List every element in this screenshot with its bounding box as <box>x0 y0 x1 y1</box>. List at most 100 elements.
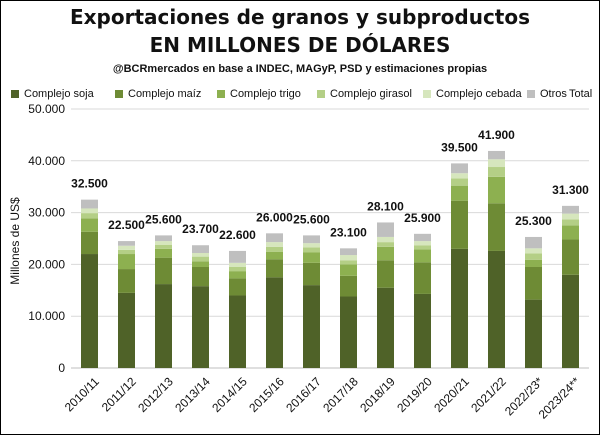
legend-item-trigo: Complejo trigo <box>217 88 301 100</box>
legend-swatch <box>423 90 431 98</box>
bar-segment <box>525 259 542 267</box>
bar-segment <box>377 260 394 288</box>
bar-segment <box>377 236 394 243</box>
bar-segment <box>377 246 394 261</box>
y-tick-label: 0 <box>58 361 65 375</box>
bar-segment <box>81 218 98 232</box>
bar-segment <box>488 159 505 168</box>
bar-segment <box>525 266 542 300</box>
bar-segment <box>192 261 209 267</box>
bar-segment <box>562 239 579 275</box>
legend-label: Complejo cebada <box>436 88 522 100</box>
x-tick-label: 2016/17 <box>283 374 324 415</box>
total-data-label: 39.500 <box>441 140 478 154</box>
bar-segment <box>192 253 209 257</box>
total-data-label: 25.600 <box>293 212 330 226</box>
chart-subtitle: @BCRmercados en base a INDEC, MAGyP, PSD… <box>112 63 488 75</box>
bar-segment <box>451 185 468 201</box>
bar-segment <box>340 264 357 276</box>
bar-segment <box>81 213 98 219</box>
legend-label: Complejo maíz <box>128 88 202 100</box>
bar-segment <box>525 236 542 249</box>
bar-segment <box>451 248 468 368</box>
legend-item-cebada: Complejo cebada <box>423 88 522 100</box>
bar-segment <box>266 277 283 368</box>
bar-segment <box>155 284 172 368</box>
legend-swatch <box>527 90 535 98</box>
legend-item-girasol: Complejo girasol <box>317 88 412 100</box>
legend-label: Total <box>569 88 593 100</box>
legend-swatch <box>317 90 325 98</box>
bar-segment <box>81 199 98 209</box>
bar-segment <box>118 249 135 255</box>
bar-segment <box>229 278 246 296</box>
bar-segment <box>303 243 320 248</box>
bar-segment <box>340 296 357 368</box>
chart-title-line2: EN MILLONES DE DÓLARES <box>149 33 451 57</box>
total-data-label: 28.100 <box>367 199 404 213</box>
total-data-label: 32.500 <box>71 177 108 191</box>
bar-segment <box>81 231 98 255</box>
bar-segment <box>414 233 431 242</box>
bar-segment <box>562 213 579 220</box>
chart-title: Exportaciones de granos y subproductos <box>69 5 531 29</box>
bar-segment <box>377 287 394 368</box>
bar-segment <box>118 245 135 250</box>
bar-segment <box>303 285 320 368</box>
x-tick-label: 2013/14 <box>172 374 213 415</box>
chart-legend: Complejo soja Complejo maíz Complejo tri… <box>11 88 599 102</box>
y-tick-label: 20.000 <box>28 257 65 271</box>
bar-segment <box>340 255 357 261</box>
bar-segment <box>488 203 505 251</box>
bar-segment <box>303 252 320 263</box>
total-data-label: 25.600 <box>145 212 182 226</box>
legend-label: Otros <box>540 88 567 100</box>
bar-segment <box>303 247 320 253</box>
bar-segment <box>340 275 357 297</box>
legend-label: Complejo soja <box>24 88 94 100</box>
bar-segment <box>414 262 431 294</box>
bar-segment <box>229 271 246 279</box>
total-data-label: 23.100 <box>330 225 367 239</box>
bar-segment <box>192 266 209 287</box>
x-tick-label: 2012/13 <box>135 374 176 415</box>
bar-segment <box>488 176 505 204</box>
x-tick-label: 2017/18 <box>320 374 361 415</box>
bar-segment <box>377 222 394 237</box>
bar-segment <box>229 295 246 368</box>
x-tick-label: 2015/16 <box>246 374 287 415</box>
bar-segment <box>414 249 431 263</box>
total-data-label: 41.900 <box>478 128 515 142</box>
bar-segment <box>414 245 431 250</box>
bar-segment <box>525 253 542 260</box>
bar-segment <box>488 167 505 177</box>
bar-segment <box>266 259 283 278</box>
bar-segment <box>81 208 98 214</box>
bar-segment <box>562 274 579 368</box>
bar-segment <box>192 256 209 262</box>
x-tick-label: 2014/15 <box>209 374 250 415</box>
x-tick-label: 2020/21 <box>431 374 472 415</box>
bar-segment <box>303 235 320 244</box>
total-data-label: 22.500 <box>108 218 145 232</box>
y-tick-label: 10.000 <box>28 309 65 323</box>
bar-segment <box>155 244 172 249</box>
bar-segment <box>118 241 135 246</box>
bar-segment <box>155 235 172 242</box>
legend-item-maiz: Complejo maíz <box>115 88 201 100</box>
legend-label: Complejo trigo <box>230 88 301 100</box>
bar-segment <box>266 246 283 252</box>
x-tick-label: 2011/12 <box>99 374 139 414</box>
bar-segment <box>229 250 246 263</box>
bar-segment <box>562 205 579 214</box>
bar-segment <box>525 248 542 254</box>
total-data-label: 23.700 <box>182 222 219 236</box>
bar-segment <box>488 250 505 368</box>
total-data-label: 25.300 <box>515 214 552 228</box>
bar-segment <box>340 260 357 265</box>
bar-segment <box>451 200 468 249</box>
bar-segment <box>155 248 172 258</box>
legend-item-soja: Complejo soja <box>11 88 94 100</box>
